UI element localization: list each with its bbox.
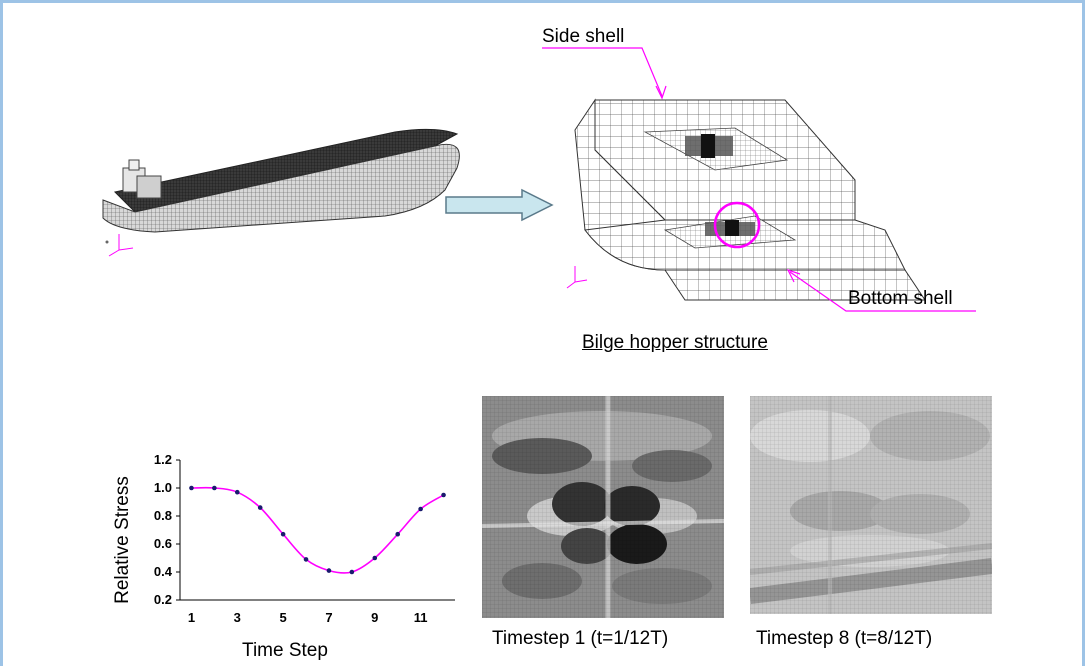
y-tick-label: 1.0 [154, 480, 172, 495]
x-tick-label: 9 [371, 610, 378, 625]
data-point [418, 506, 423, 512]
y-tick-label: 0.8 [154, 508, 172, 523]
y-tick-label: 0.6 [154, 536, 172, 551]
timestep-1-caption: Timestep 1 (t=1/12T) [492, 628, 669, 649]
x-axis-label: Time Step [242, 640, 328, 661]
chart-ticks: 0.2 0.4 0.6 0.8 1.0 1.2 1 3 5 7 9 11 [154, 452, 428, 625]
chart-axes [179, 460, 455, 601]
contour-timestep-8 [750, 396, 992, 614]
x-tick-label: 11 [414, 610, 428, 625]
x-tick-label: 3 [234, 610, 241, 625]
data-point [189, 485, 194, 491]
bilge-hopper-fe-model [566, 98, 926, 301]
transition-arrow [445, 188, 554, 222]
ship-fe-model [102, 128, 460, 257]
data-point [234, 489, 240, 495]
side-shell-label: Side shell [542, 26, 625, 47]
data-point [280, 531, 286, 537]
y-axis-label: Relative Stress [112, 476, 133, 604]
data-point [212, 485, 217, 491]
y-tick-label: 0.2 [154, 592, 172, 607]
data-point [349, 569, 355, 575]
contour-timestep-1 [482, 396, 724, 618]
series-line [191, 486, 444, 574]
data-point [326, 568, 332, 573]
data-point [441, 492, 446, 498]
bottom-shell-label: Bottom shell [848, 288, 953, 309]
bilge-hopper-caption: Bilge hopper structure [582, 332, 768, 353]
data-point [303, 557, 309, 562]
y-tick-label: 0.4 [154, 564, 173, 579]
x-tick-label: 5 [280, 610, 287, 625]
data-point [372, 555, 378, 561]
x-tick-label: 7 [325, 610, 332, 625]
y-tick-label: 1.2 [154, 452, 172, 467]
series-points [189, 485, 446, 575]
data-point [395, 531, 401, 537]
relative-stress-chart: 0.2 0.4 0.6 0.8 1.0 1.2 1 3 5 7 9 11 Relative Stres… [112, 452, 455, 661]
x-tick-label: 1 [188, 610, 195, 625]
timestep-8-caption: Timestep 8 (t=8/12T) [756, 628, 933, 649]
data-point [257, 505, 263, 510]
